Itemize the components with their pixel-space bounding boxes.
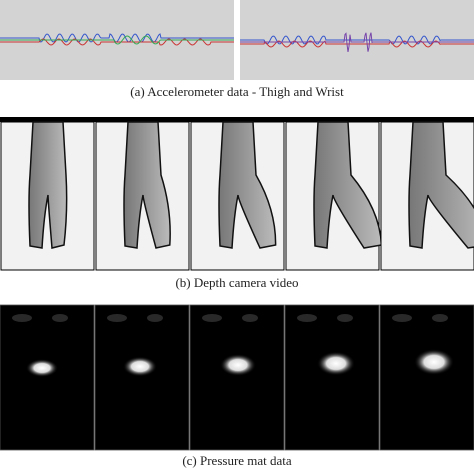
pressure-blob-faint bbox=[337, 314, 353, 322]
pressure-blob bbox=[123, 356, 157, 377]
person-silhouette bbox=[28, 121, 68, 249]
pressure-blob bbox=[317, 351, 355, 376]
person-silhouette bbox=[123, 121, 171, 249]
pressure-frame bbox=[0, 304, 95, 451]
pressure-blob-faint bbox=[242, 314, 258, 322]
pressure-blob bbox=[414, 349, 454, 375]
signal-line bbox=[0, 35, 234, 45]
depth-frames bbox=[0, 121, 474, 271]
pressure-blob-faint bbox=[12, 314, 32, 322]
pressure-blob-faint bbox=[297, 314, 317, 322]
caption: (c) Pressure mat data bbox=[182, 453, 292, 468]
pressure-frame bbox=[284, 304, 380, 451]
pressure-blob-faint bbox=[52, 314, 68, 322]
signal-line bbox=[0, 38, 234, 46]
caption: (b) Depth camera video bbox=[175, 275, 298, 290]
pressure-frames bbox=[0, 304, 474, 451]
pressure-blob-faint bbox=[202, 314, 222, 322]
pressure-blob bbox=[26, 359, 58, 377]
pressure-frame bbox=[94, 304, 190, 451]
depth-top-bar bbox=[0, 117, 474, 122]
accel-signals bbox=[0, 32, 474, 52]
person-silhouette bbox=[313, 121, 383, 249]
pressure-blob-faint bbox=[392, 314, 412, 322]
signal-line bbox=[240, 40, 474, 48]
person-silhouette bbox=[408, 121, 474, 249]
pressure-blob bbox=[220, 354, 256, 376]
pressure-blob-faint bbox=[107, 314, 127, 322]
person-silhouette bbox=[218, 121, 277, 249]
caption: (a) Accelerometer data - Thigh and Wrist bbox=[130, 84, 344, 99]
signal-line bbox=[240, 35, 474, 45]
pressure-frame bbox=[189, 304, 285, 451]
signal-line bbox=[240, 32, 474, 52]
pressure-blob-faint bbox=[147, 314, 163, 322]
pressure-blob-faint bbox=[432, 314, 448, 322]
pressure-frame bbox=[379, 304, 474, 451]
